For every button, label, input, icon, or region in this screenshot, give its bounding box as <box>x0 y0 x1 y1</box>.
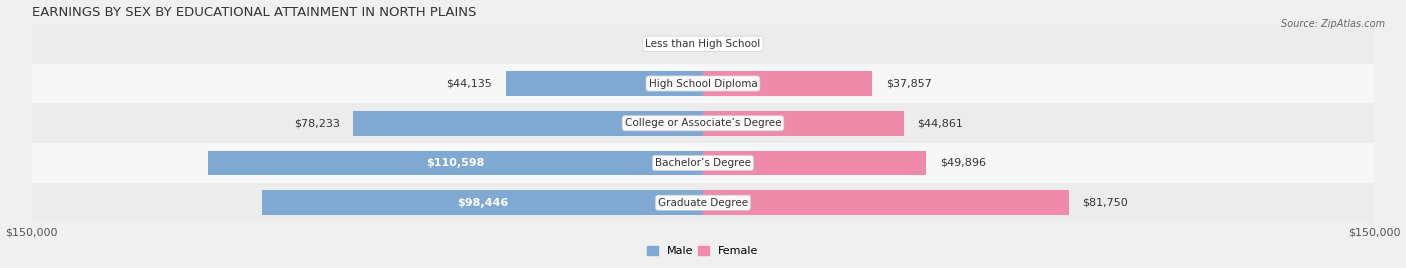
Bar <box>32 64 1374 103</box>
Bar <box>506 71 703 96</box>
Bar <box>703 71 872 96</box>
Text: Source: ZipAtlas.com: Source: ZipAtlas.com <box>1281 19 1385 29</box>
Bar <box>703 111 904 136</box>
Text: $98,446: $98,446 <box>457 198 509 208</box>
Text: $44,135: $44,135 <box>446 79 492 88</box>
Legend: Male, Female: Male, Female <box>643 241 763 261</box>
Text: Graduate Degree: Graduate Degree <box>658 198 748 208</box>
Text: $44,861: $44,861 <box>917 118 963 128</box>
Text: $37,857: $37,857 <box>886 79 932 88</box>
Bar <box>353 111 703 136</box>
Bar <box>32 103 1374 143</box>
Text: $110,598: $110,598 <box>426 158 485 168</box>
Text: $81,750: $81,750 <box>1083 198 1128 208</box>
Bar <box>703 151 927 175</box>
Bar <box>263 190 703 215</box>
Bar <box>32 143 1374 183</box>
Text: Bachelor’s Degree: Bachelor’s Degree <box>655 158 751 168</box>
Text: $78,233: $78,233 <box>294 118 339 128</box>
Text: $49,896: $49,896 <box>939 158 986 168</box>
Text: EARNINGS BY SEX BY EDUCATIONAL ATTAINMENT IN NORTH PLAINS: EARNINGS BY SEX BY EDUCATIONAL ATTAINMEN… <box>32 6 477 18</box>
Text: College or Associate’s Degree: College or Associate’s Degree <box>624 118 782 128</box>
Text: $0: $0 <box>717 39 731 49</box>
Bar <box>32 24 1374 64</box>
Bar <box>703 190 1069 215</box>
Text: $0: $0 <box>675 39 689 49</box>
Text: Less than High School: Less than High School <box>645 39 761 49</box>
Text: High School Diploma: High School Diploma <box>648 79 758 88</box>
Bar <box>208 151 703 175</box>
Bar <box>32 183 1374 223</box>
